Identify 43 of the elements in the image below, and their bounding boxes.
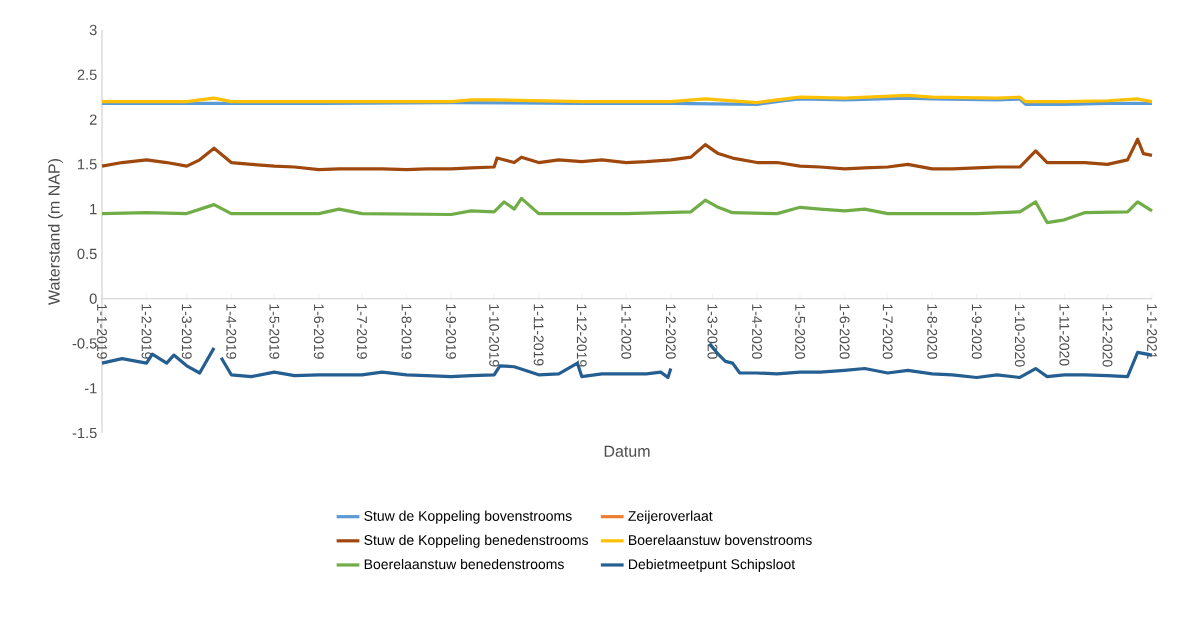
- x-tick-label: 1-11-2020: [1059, 304, 1070, 366]
- x-tick-label: 1-12-2019: [576, 304, 587, 367]
- x-axis-title: Datum: [604, 445, 650, 457]
- x-tick-label: 1-12-2020: [1102, 304, 1113, 367]
- y-tick-label: -1.5: [72, 427, 97, 439]
- y-tick-label: 1.5: [78, 159, 97, 170]
- legend-label: Zeijeroverlaat: [628, 510, 713, 524]
- y-tick-label: 0: [89, 293, 97, 304]
- x-tick-label: 1-9-2020: [971, 304, 982, 359]
- x-tick-label: 1-4-2020: [752, 304, 762, 359]
- x-tick-label: 1-1-2021: [1147, 304, 1157, 359]
- x-tick-label: 1-2-2020: [665, 304, 676, 359]
- legend-label: Boerelaanstuw bovenstrooms: [629, 534, 812, 546]
- legend-label: Stuw de Koppeling benedenstrooms: [364, 534, 589, 548]
- x-tick-label: 1-4-2019: [226, 304, 237, 359]
- x-tick-label: 1-1-2020: [621, 304, 632, 359]
- x-tick-label: 1-5-2019: [269, 304, 280, 359]
- x-tick-label: 1-7-2020: [882, 304, 893, 359]
- y-tick-label: 0.5: [77, 248, 97, 260]
- y-tick-label: 1: [90, 204, 97, 215]
- x-tick-label: 1-10-2020: [1014, 304, 1025, 367]
- y-tick-label: -1: [84, 383, 97, 394]
- x-tick-label: 1-9-2019: [446, 304, 456, 359]
- y-tick-label: -0.5: [72, 338, 97, 349]
- x-tick-label: 1-10-2019: [489, 304, 500, 367]
- x-tick-label: 1-3-2019: [181, 304, 192, 359]
- line-series: [100, 196, 1154, 225]
- x-tick-label: 1-6-2020: [839, 304, 850, 359]
- legend-label: Stuw de Koppeling bovenstrooms: [364, 510, 572, 524]
- x-tick-label: 1-6-2019: [313, 304, 324, 359]
- x-tick-label: 1-7-2019: [357, 304, 367, 359]
- legend-label: Boerelaanstuw benedenstrooms: [364, 558, 564, 570]
- x-tick-label: 1-8-2020: [927, 304, 938, 359]
- x-tick-label: 1-11-2019: [533, 304, 544, 366]
- legend-label: Debietmeetpunt Schipsloot: [629, 558, 796, 572]
- y-tick-label: 3: [89, 24, 97, 36]
- x-tick-label: 1-1-2019: [97, 304, 107, 359]
- y-tick-label: 2.5: [77, 69, 97, 80]
- x-tick-label: 1-8-2019: [401, 304, 412, 359]
- y-axis-title: Waterstand (m NAP): [47, 159, 63, 305]
- x-tick-label: 1-2-2019: [141, 304, 152, 359]
- x-tick-label: 1-5-2020: [795, 304, 806, 359]
- y-tick-label: 2: [89, 114, 97, 125]
